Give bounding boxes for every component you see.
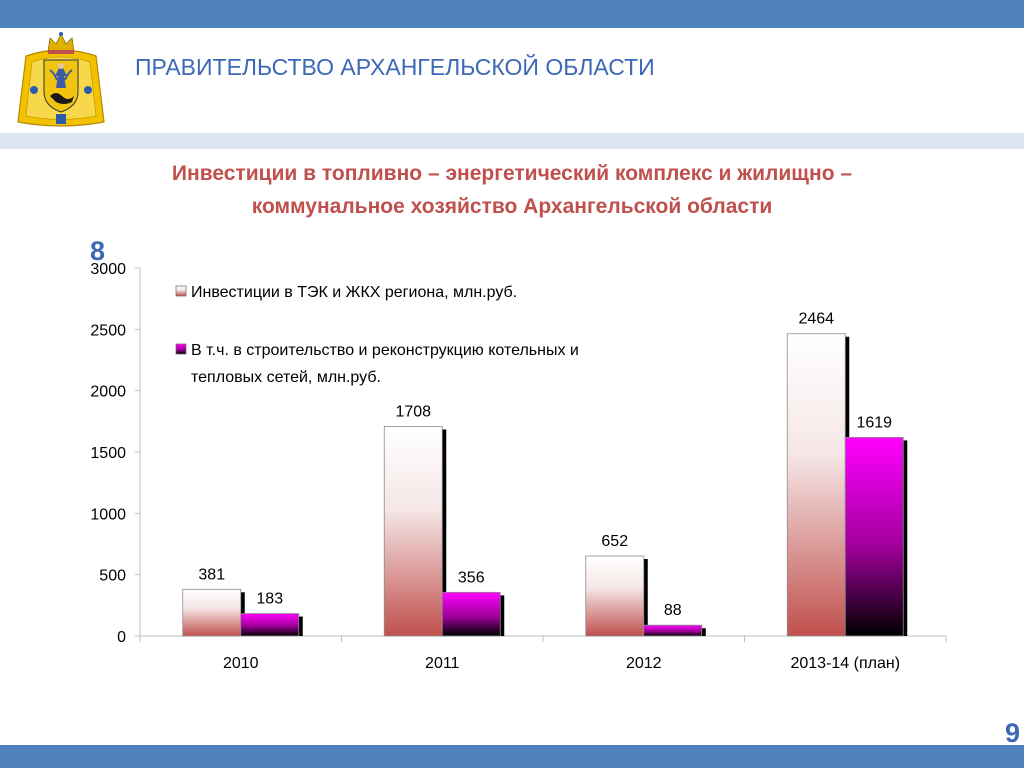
bar-series2 <box>240 613 300 637</box>
data-label: 2464 <box>798 311 834 328</box>
bar-series2 <box>441 591 501 637</box>
data-label: 1619 <box>856 414 892 431</box>
legend-swatch <box>175 343 187 355</box>
data-label: 356 <box>458 569 485 586</box>
chart-bars: 381 1708 652 2464 183 356 88 1619 <box>182 311 908 637</box>
data-label: 652 <box>601 533 628 550</box>
slide-title-line1: Инвестиции в топливно – энергетический к… <box>171 162 853 185</box>
data-label: 1708 <box>395 403 431 420</box>
overlay-number: 8 <box>90 236 106 266</box>
y-tick-label: 1500 <box>90 445 126 462</box>
data-label: 381 <box>198 566 225 583</box>
y-tick-label: 2000 <box>90 384 126 401</box>
bar-series1 <box>383 426 443 637</box>
y-tick-label: 500 <box>99 568 126 585</box>
organization-name: ПРАВИТЕЛЬСТВО АРХАНГЕЛЬСКОЙ ОБЛАСТИ <box>135 54 655 80</box>
x-tick-label: 2011 <box>425 655 460 672</box>
coat-of-arms-icon <box>17 32 105 127</box>
x-tick-label: 2010 <box>223 655 259 672</box>
bar-series2 <box>844 437 904 637</box>
top-bar <box>0 0 1024 28</box>
x-tick-label: 2012 <box>626 655 662 672</box>
legend-swatch <box>175 285 187 297</box>
y-tick-label: 3000 <box>90 261 126 278</box>
bar-series1 <box>585 555 645 637</box>
header-band <box>0 133 1024 149</box>
legend-label: В т.ч. в строительство и реконструкцию к… <box>191 342 579 359</box>
bar-series1 <box>786 333 846 637</box>
legend-label: Инвестиции в ТЭК и ЖКХ региона, млн.руб. <box>191 284 517 301</box>
x-tick-label: 2013-14 (план) <box>790 655 900 672</box>
y-tick-label: 0 <box>117 629 126 646</box>
bottom-bar <box>0 745 1024 768</box>
legend-label: тепловых сетей, млн.руб. <box>191 369 381 386</box>
data-label: 88 <box>664 602 682 619</box>
slide-title-line2: коммунальное хозяйство Архангельской обл… <box>251 195 773 218</box>
bar-series2 <box>643 624 703 637</box>
chart-legend: Инвестиции в ТЭК и ЖКХ региона, млн.руб.… <box>175 284 579 386</box>
slide-title: Инвестиции в топливно – энергетический к… <box>60 157 964 223</box>
page-number: 9 <box>1004 718 1020 748</box>
y-tick-label: 2500 <box>90 322 126 339</box>
y-tick-label: 1000 <box>90 506 126 523</box>
chart-axes: 0 500 1000 1500 2000 2500 3000 2010 2011 2012 2013… <box>90 261 947 672</box>
data-label: 183 <box>256 591 283 608</box>
bar-series1 <box>182 588 242 637</box>
